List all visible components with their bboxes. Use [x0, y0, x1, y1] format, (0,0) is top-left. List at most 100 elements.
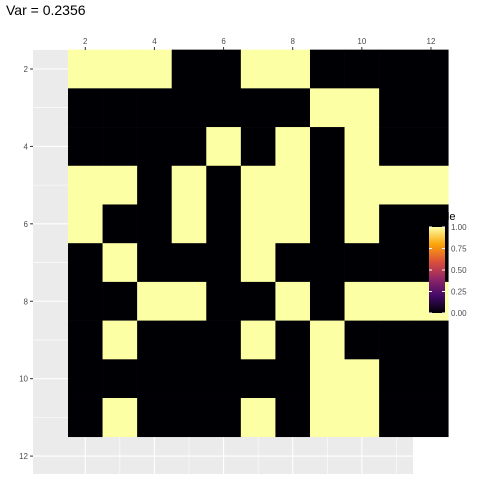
heatmap-tile	[275, 398, 311, 438]
legend-tick-label: 0.50	[451, 266, 467, 275]
heatmap-tile	[379, 204, 414, 244]
heatmap-tile	[309, 127, 345, 167]
heatmap-tile	[413, 165, 449, 205]
heatmap-tile	[379, 320, 414, 360]
y-tick-label: 12	[19, 452, 28, 461]
heatmap-tile	[379, 398, 414, 438]
heatmap-tile	[67, 165, 103, 205]
heatmap-tile	[137, 49, 173, 89]
heatmap-tile	[379, 127, 414, 167]
heatmap-tile	[344, 398, 380, 438]
heatmap-tile	[137, 88, 173, 128]
heatmap-tile	[240, 243, 276, 283]
x-tick-label: 10	[357, 37, 366, 46]
heatmap-tile	[379, 243, 414, 283]
heatmap-tile	[309, 281, 345, 321]
heatmap-tile	[102, 359, 138, 399]
heatmap-tile	[171, 281, 207, 321]
heatmap-tile	[171, 127, 207, 167]
heatmap-tile	[102, 204, 138, 244]
heatmap-tile	[240, 320, 276, 360]
legend-title: Scale	[428, 211, 456, 223]
axes: 2 4 6 8 10 12 2 4 6 8 10 12	[19, 37, 436, 461]
heatmap-tile	[137, 165, 173, 205]
heatmap-tile	[137, 127, 173, 167]
heatmap-tile	[206, 49, 242, 89]
heatmap-tile	[206, 127, 242, 167]
heatmap-tile	[171, 359, 207, 399]
heatmap-tile	[67, 204, 103, 244]
y-tick-label: 2	[24, 65, 29, 74]
heatmap-tile	[171, 88, 207, 128]
heatmap-tile	[379, 359, 414, 399]
legend-tick-label: 0.75	[451, 245, 467, 254]
heatmap-tile	[206, 281, 242, 321]
heatmap-tile	[309, 49, 345, 89]
heatmap-tile	[379, 88, 414, 128]
heatmap-tiles	[67, 49, 449, 438]
heatmap-tile	[67, 49, 103, 89]
heatmap-tile	[309, 359, 345, 399]
heatmap-tile	[102, 243, 138, 283]
heatmap-tile	[137, 204, 173, 244]
heatmap-tile	[344, 88, 380, 128]
heatmap-tile	[240, 165, 276, 205]
heatmap-tile	[240, 359, 276, 399]
heatmap-tile	[206, 320, 242, 360]
heatmap-tile	[309, 88, 345, 128]
heatmap-tile	[206, 165, 242, 205]
heatmap-tile	[67, 320, 103, 360]
x-tick-label: 6	[221, 37, 226, 46]
heatmap-tile	[413, 49, 449, 89]
heatmap-tile	[137, 359, 173, 399]
heatmap-tile	[344, 49, 380, 89]
heatmap-tile	[379, 49, 414, 89]
heatmap-tile	[137, 398, 173, 438]
heatmap-tile	[309, 165, 345, 205]
heatmap-tile	[275, 49, 311, 89]
legend-tick-label: 0.00	[451, 309, 467, 318]
x-tick-label: 4	[152, 37, 157, 46]
heatmap-tile	[206, 88, 242, 128]
y-tick-label: 6	[24, 220, 29, 229]
heatmap-tile	[240, 88, 276, 128]
heatmap-tile	[171, 165, 207, 205]
legend-colorbar	[429, 227, 445, 313]
heatmap-tile	[413, 359, 449, 399]
heatmap-tile	[379, 165, 414, 205]
heatmap-tile	[275, 359, 311, 399]
heatmap-tile	[379, 281, 414, 321]
heatmap-tile	[344, 281, 380, 321]
heatmap-tile	[102, 49, 138, 89]
heatmap-tile	[413, 320, 449, 360]
heatmap-tile	[67, 281, 103, 321]
heatmap-tile	[413, 398, 449, 438]
heatmap-tile	[102, 127, 138, 167]
heatmap-tile	[275, 320, 311, 360]
heatmap-tile	[309, 320, 345, 360]
heatmap-tile	[67, 398, 103, 438]
heatmap-tile	[344, 243, 380, 283]
heatmap-tile	[344, 359, 380, 399]
legend-tick-label: 1.00	[451, 223, 467, 232]
heatmap-tile	[171, 243, 207, 283]
heatmap-tile	[67, 359, 103, 399]
heatmap-tile	[275, 88, 311, 128]
heatmap-tile	[67, 243, 103, 283]
heatmap-tile	[102, 281, 138, 321]
y-tick-label: 10	[19, 375, 28, 384]
heatmap-tile	[171, 320, 207, 360]
heatmap-tile	[309, 398, 345, 438]
heatmap-tile	[344, 127, 380, 167]
x-tick-label: 2	[83, 37, 88, 46]
heatmap-tile	[309, 243, 345, 283]
heatmap-tile	[344, 165, 380, 205]
heatmap-tile	[275, 127, 311, 167]
heatmap-tile	[102, 398, 138, 438]
heatmap-tile	[137, 281, 173, 321]
heatmap-tile	[206, 204, 242, 244]
heatmap-tile	[171, 398, 207, 438]
heatmap-tile	[344, 320, 380, 360]
